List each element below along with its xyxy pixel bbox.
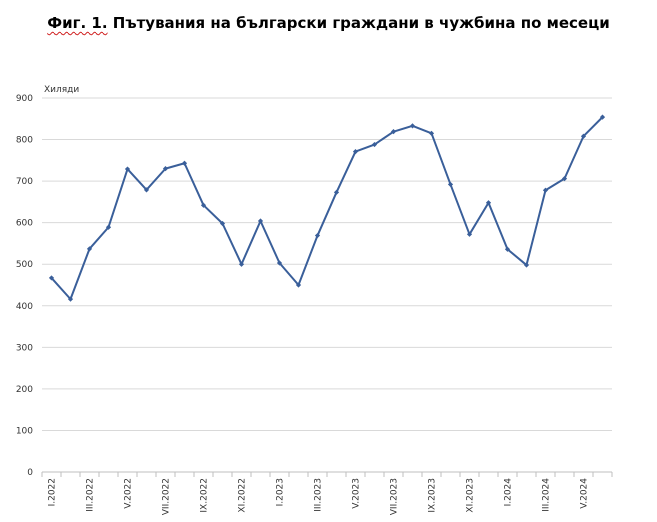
x-tick-label: I.2022 [48,478,58,506]
data-point [314,232,321,239]
y-tick-label: 700 [16,177,33,187]
x-axis: I.2022 III.2022 V.2022 VII.2022 IX.2022 XI.20… [41,471,613,515]
data-point [390,129,397,135]
data-point [561,176,568,182]
data-point [466,231,473,237]
x-tick-label: IX.2022 [200,478,210,513]
chart-title-prefix: Фиг. 1. [47,14,108,32]
data-point [485,200,492,206]
y-tick-label: 300 [16,343,33,353]
data-point [580,133,587,139]
data-point [447,181,454,188]
data-point [200,202,207,208]
gridlines [42,97,612,431]
data-point [333,189,340,195]
y-tick-label: 100 [16,426,33,436]
x-tick-label: I.2024 [504,478,514,507]
data-point [542,187,549,193]
data-point [124,166,131,172]
data-point [67,296,74,302]
data-point [86,246,93,252]
y-tick-label: 0 [27,468,33,478]
data-point [352,149,359,155]
x-tick-label: IX.2023 [428,478,438,513]
data-point [181,160,188,166]
x-tick-label: XI.2022 [238,478,248,513]
series-line-group [48,114,606,302]
data-point [238,261,245,267]
x-tick-label: III.2022 [86,478,96,512]
data-point [371,141,378,148]
x-tick-label: III.2023 [314,478,324,512]
chart-title: Фиг. 1. Пътувания на български граждани … [0,14,657,32]
data-point [523,262,530,268]
data-point [295,282,302,288]
x-tick-label: V.2023 [352,478,362,509]
data-point [276,260,283,266]
data-point [599,114,606,120]
x-tick-label: VII.2022 [162,478,172,515]
data-point [219,220,226,227]
y-tick-label: 600 [16,219,33,229]
x-tick-label: XI.2023 [466,478,476,513]
y-axis-label: Хиляди [44,85,79,95]
data-point [428,130,435,136]
y-tick-label: 400 [16,302,33,312]
y-axis-ticks: 0 100 200 300 400 500 600 700 800 900 [16,94,33,478]
data-point [105,224,112,230]
data-point [162,166,169,172]
x-tick-label: III.2024 [542,478,552,512]
y-tick-label: 900 [16,94,33,104]
data-point [409,123,416,129]
x-tick-label: I.2023 [276,478,286,506]
y-tick-label: 200 [16,385,33,395]
y-tick-label: 800 [16,136,33,146]
data-point [143,187,150,193]
data-point [48,275,55,281]
x-tick-label: VII.2023 [390,478,400,515]
series-line [50,116,604,301]
data-point [504,246,511,252]
chart-title-main: Пътувания на български граждани в чужбин… [112,14,610,32]
data-point [257,218,264,224]
y-tick-label: 500 [16,260,33,270]
x-tick-label: V.2024 [580,478,590,509]
x-tick-label: V.2022 [124,478,134,509]
